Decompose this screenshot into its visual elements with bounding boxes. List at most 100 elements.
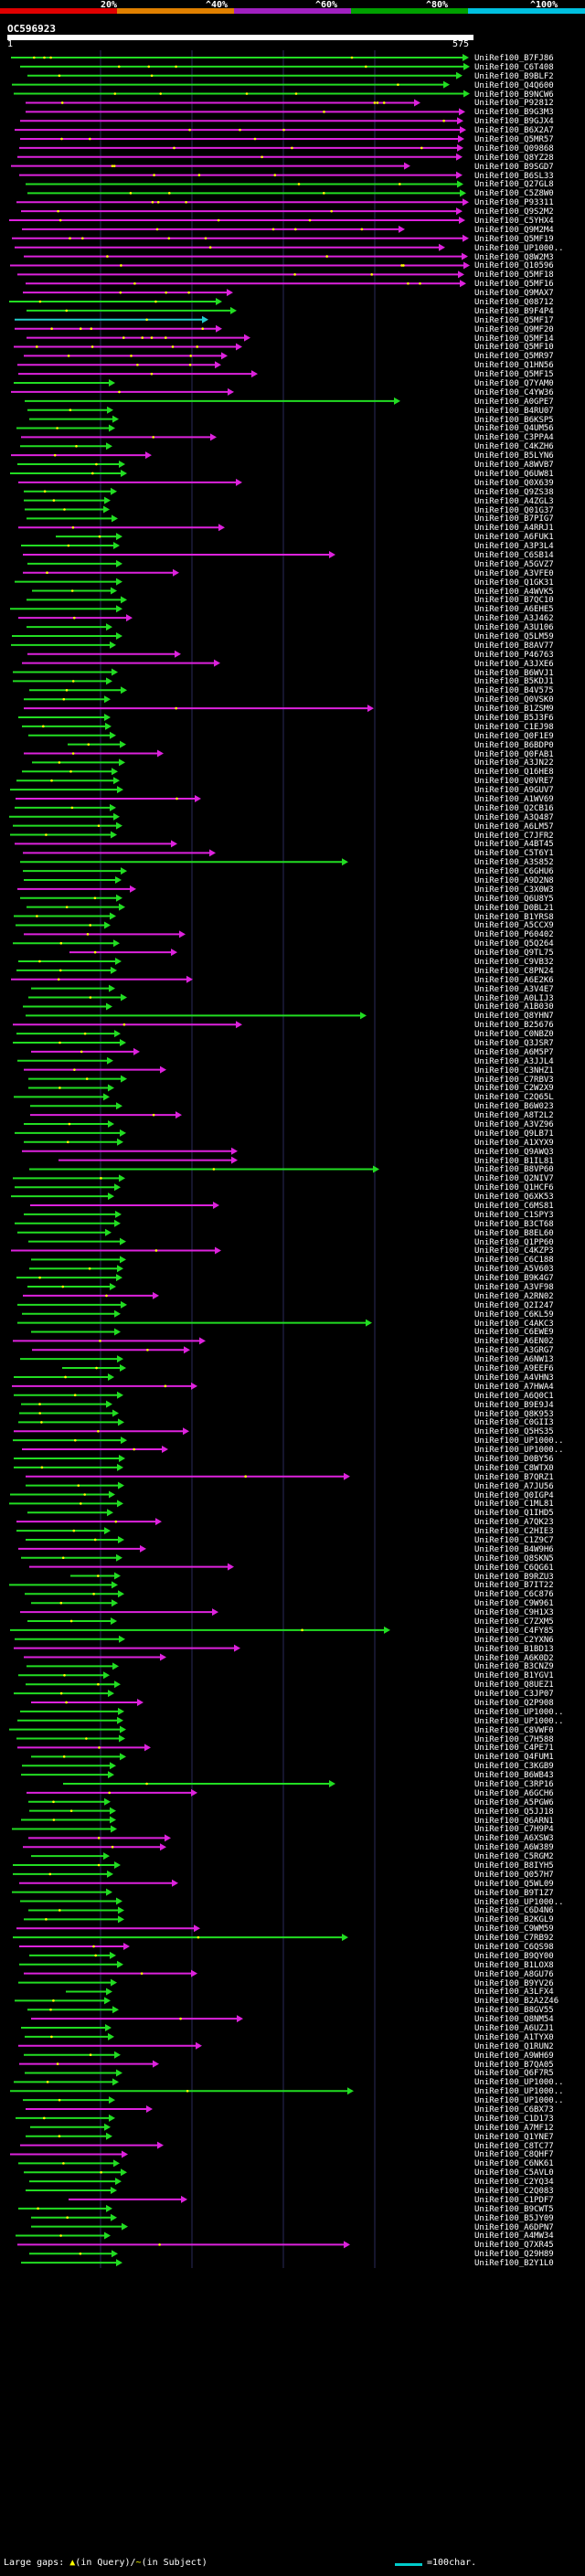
hit-id-link[interactable]: UniRef100_C1D173 [474, 2114, 554, 2124]
hit-alignment[interactable] [10, 2087, 354, 2095]
hit-alignment[interactable] [27, 1662, 119, 1670]
hit-id-link[interactable]: UniRef100_Q1YNE7 [474, 2132, 554, 2142]
hit-id-link[interactable]: UniRef100_A6E2K6 [474, 975, 554, 985]
hit-alignment[interactable] [27, 559, 122, 567]
hit-alignment[interactable] [13, 939, 120, 948]
hit-alignment[interactable] [26, 180, 463, 188]
hit-alignment[interactable] [21, 1400, 112, 1408]
hit-id-link[interactable]: UniRef100_Q9AWQ3 [474, 1147, 554, 1157]
hit-alignment[interactable] [24, 487, 117, 495]
hit-id-link[interactable]: UniRef100_B1ZSM9 [474, 705, 554, 715]
hit-alignment[interactable] [62, 1364, 126, 1373]
hit-id-link[interactable]: UniRef100_A7QK23 [474, 1518, 554, 1528]
hit-alignment[interactable] [30, 1102, 122, 1110]
hit-id-link[interactable]: UniRef100_A3JJL4 [474, 1056, 554, 1066]
hit-alignment[interactable] [28, 1906, 124, 1914]
hit-alignment[interactable] [16, 198, 469, 207]
hit-id-link[interactable]: UniRef100_Q1HN56 [474, 361, 554, 371]
hit-alignment[interactable] [19, 1879, 178, 1887]
hit-id-link[interactable]: UniRef100_C4KZP3 [474, 1246, 554, 1256]
hit-alignment[interactable] [27, 71, 463, 80]
hit-alignment[interactable] [27, 334, 250, 342]
hit-id-link[interactable]: UniRef100_A8GU76 [474, 1969, 554, 1979]
hit-id-link[interactable]: UniRef100_A6LM57 [474, 822, 554, 832]
hit-id-link[interactable]: UniRef100_Q5MF15 [474, 370, 554, 380]
hit-alignment[interactable] [31, 1852, 110, 1860]
hit-alignment[interactable] [27, 2006, 119, 2014]
hit-alignment[interactable] [22, 1147, 238, 1155]
hit-id-link[interactable]: UniRef100_Q5MF14 [474, 334, 554, 344]
hit-alignment[interactable] [9, 1500, 123, 1508]
hit-alignment[interactable] [18, 1418, 124, 1426]
hit-alignment[interactable] [31, 1328, 121, 1336]
hit-id-link[interactable]: UniRef100_B25676 [474, 1021, 554, 1031]
hit-alignment[interactable] [15, 803, 116, 811]
hit-id-link[interactable]: UniRef100_C2YQ34 [474, 2178, 554, 2188]
hit-alignment[interactable] [20, 858, 348, 866]
hit-id-link[interactable]: UniRef100_B9T1Z7 [474, 1888, 554, 1898]
hit-id-link[interactable]: UniRef100_A9GUV7 [474, 786, 554, 796]
hit-alignment[interactable] [31, 1256, 126, 1264]
hit-alignment[interactable] [17, 361, 221, 369]
hit-id-link[interactable]: UniRef100_Q1GK31 [474, 578, 554, 588]
hit-alignment[interactable] [13, 822, 122, 830]
hit-id-link[interactable]: UniRef100_A2RN02 [474, 1291, 554, 1301]
hit-id-link[interactable]: UniRef100_B9CWT5 [474, 2204, 554, 2214]
hit-id-link[interactable]: UniRef100_A6W389 [474, 1843, 554, 1853]
hit-alignment[interactable] [12, 80, 450, 89]
hit-alignment[interactable] [17, 2241, 350, 2249]
hit-id-link[interactable]: UniRef100_A6K0D2 [474, 1653, 554, 1663]
hit-id-link[interactable]: UniRef100_C4FY85 [474, 1626, 554, 1636]
hit-alignment[interactable] [23, 1291, 159, 1299]
hit-alignment[interactable] [23, 289, 233, 297]
hit-id-link[interactable]: UniRef100_D0BL21 [474, 903, 554, 913]
hit-alignment[interactable] [13, 1934, 348, 1942]
hit-alignment[interactable] [21, 433, 217, 441]
hit-alignment[interactable] [14, 1644, 240, 1652]
hit-alignment[interactable] [22, 1762, 116, 1770]
hit-alignment[interactable] [26, 2132, 112, 2140]
hit-alignment[interactable] [26, 2187, 117, 2195]
hit-id-link[interactable]: UniRef100_C0NBZ0 [474, 1030, 554, 1040]
hit-alignment[interactable] [26, 280, 466, 288]
hit-id-link[interactable]: UniRef100_B1LOX8 [474, 1960, 554, 1970]
hit-id-link[interactable]: UniRef100_B9G3M3 [474, 108, 554, 118]
hit-alignment[interactable] [12, 1825, 117, 1833]
hit-id-link[interactable]: UniRef100_B7QC10 [474, 596, 554, 606]
hit-id-link[interactable]: UniRef100_Q6F7R5 [474, 2069, 554, 2079]
hit-id-link[interactable]: UniRef100_C8PN24 [474, 966, 554, 976]
hit-alignment[interactable] [27, 1283, 116, 1291]
hit-alignment[interactable] [69, 949, 177, 957]
hit-id-link[interactable]: UniRef100_C7H588 [474, 1734, 554, 1744]
hit-id-link[interactable]: UniRef100_C3JP07 [474, 1690, 554, 1700]
hit-id-link[interactable]: UniRef100_B9K4G7 [474, 1274, 554, 1284]
hit-alignment[interactable] [13, 1337, 206, 1345]
hit-alignment[interactable] [24, 1138, 123, 1146]
hit-alignment[interactable] [26, 2105, 153, 2114]
hit-id-link[interactable]: UniRef100_Q9ZS38 [474, 487, 554, 497]
hit-alignment[interactable] [31, 1698, 144, 1706]
hit-id-link[interactable]: UniRef100_C7JFR2 [474, 831, 554, 841]
hit-alignment[interactable] [20, 2141, 164, 2149]
hit-id-link[interactable]: UniRef100_A6UZJ1 [474, 2024, 554, 2034]
hit-alignment[interactable] [16, 794, 201, 802]
hit-alignment[interactable] [24, 1653, 166, 1661]
hit-alignment[interactable] [15, 243, 445, 251]
hit-alignment[interactable] [16, 424, 115, 432]
hit-alignment[interactable] [28, 1075, 127, 1083]
hit-alignment[interactable] [19, 1409, 119, 1417]
hit-id-link[interactable]: UniRef100_C5Z8W0 [474, 189, 554, 199]
hit-id-link[interactable]: UniRef100_Q29H89 [474, 2250, 554, 2260]
hit-id-link[interactable]: UniRef100_C5RGM2 [474, 1852, 554, 1862]
hit-alignment[interactable] [14, 912, 116, 920]
hit-id-link[interactable]: UniRef100_Q6UW81 [474, 469, 554, 479]
hit-id-link[interactable]: UniRef100_A6GCH6 [474, 1788, 554, 1798]
hit-id-link[interactable]: UniRef100_A7JU56 [474, 1481, 554, 1491]
hit-id-link[interactable]: UniRef100_UP1000.. [474, 243, 564, 253]
hit-id-link[interactable]: UniRef100_B1BD13 [474, 1644, 554, 1654]
hit-alignment[interactable] [17, 1744, 151, 1752]
hit-id-link[interactable]: UniRef100_Q6U8Y5 [474, 894, 554, 904]
hit-alignment[interactable] [18, 958, 122, 965]
hit-alignment[interactable] [14, 1427, 189, 1436]
hit-id-link[interactable]: UniRef100_A6M5P7 [474, 1047, 554, 1057]
